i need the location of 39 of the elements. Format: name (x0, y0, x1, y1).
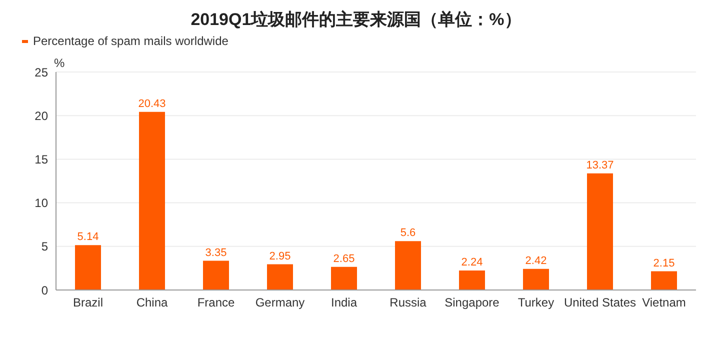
x-tick-label: India (330, 296, 358, 310)
data-label: 3.35 (205, 246, 227, 259)
data-label: 13.37 (586, 159, 614, 172)
x-tick-label: Vietnam (642, 296, 686, 310)
x-tick-label: Turkey (518, 296, 554, 310)
data-label: 20.43 (138, 98, 166, 110)
data-label: 2.24 (461, 256, 483, 268)
chart-title: 2019Q1垃圾邮件的主要来源国（单位：%） (190, 9, 522, 31)
data-label: 2.42 (525, 254, 547, 267)
bar (331, 266, 357, 290)
data-label: 5.14 (77, 231, 99, 244)
y-tick-label: 25 (34, 65, 48, 80)
y-tick-label: 15 (34, 152, 48, 166)
y-tick-label: 20 (34, 108, 48, 123)
bar (523, 268, 549, 290)
bar (139, 112, 165, 290)
bar (587, 173, 613, 290)
bar (459, 270, 485, 290)
data-label: 2.65 (333, 252, 355, 265)
x-tick-label: Brazil (72, 296, 104, 310)
x-tick-label: Singapore (444, 296, 500, 310)
data-label: 2.95 (269, 250, 291, 262)
x-tick-label: Russia (390, 296, 427, 310)
bar (203, 260, 229, 290)
legend-label: Percentage of spam mails worldwide (32, 34, 228, 48)
x-tick-label: United States (564, 296, 636, 310)
bar (395, 241, 421, 290)
y-axis-title: % (54, 56, 65, 70)
x-tick-label: China (136, 296, 168, 310)
bar (267, 264, 293, 290)
y-tick-label: 5 (41, 240, 48, 254)
y-tick-label: 10 (34, 196, 48, 210)
bar (75, 245, 101, 290)
data-label: 2.15 (653, 257, 675, 270)
bar (651, 271, 677, 290)
x-tick-label: Germany (255, 296, 305, 310)
y-tick-label: 0 (41, 283, 48, 298)
x-tick-label: France (197, 296, 235, 310)
data-label: 5.6 (400, 227, 416, 240)
